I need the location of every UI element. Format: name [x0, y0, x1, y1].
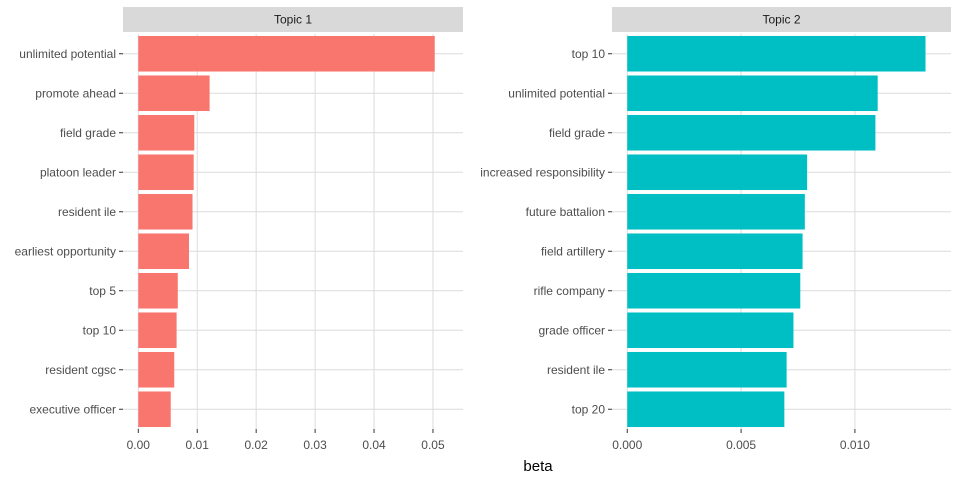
x-tick-label: 0.04	[362, 438, 386, 452]
facet-title: Topic 2	[762, 13, 800, 27]
facet-title: Topic 1	[274, 13, 312, 27]
bar	[627, 312, 794, 349]
category-label: earliest opportunity	[15, 244, 116, 258]
bar	[138, 312, 177, 349]
bar	[627, 391, 785, 428]
category-label: field grade	[549, 126, 605, 140]
x-tick-label: 0.000	[612, 438, 642, 452]
bar	[627, 351, 787, 388]
x-tick-label: 0.05	[421, 438, 445, 452]
category-label: grade officer	[539, 323, 606, 337]
category-label: resident ile	[547, 363, 605, 377]
facet-strip	[123, 7, 463, 32]
bar	[138, 193, 193, 230]
bar	[138, 391, 171, 428]
x-tick-label: 0.005	[726, 438, 756, 452]
bar	[627, 233, 803, 270]
bar	[627, 154, 808, 191]
bar	[138, 351, 175, 388]
category-label: field grade	[60, 126, 116, 140]
facet-strip	[612, 7, 951, 32]
bar	[138, 114, 195, 151]
bar	[138, 272, 178, 309]
bar	[138, 35, 435, 72]
panel-topic-2: Topic 2 0.000 0.005 0.010 top 10 unlimited po…	[480, 7, 951, 452]
category-label: field artillery	[541, 244, 605, 258]
category-label: unlimited potential	[19, 47, 116, 61]
category-label: resident cgsc	[45, 363, 116, 377]
category-label: platoon leader	[40, 165, 116, 179]
x-tick-label: 0.03	[303, 438, 327, 452]
x-axis-title: beta	[523, 458, 553, 475]
category-label: top 10	[572, 47, 606, 61]
category-label: top 20	[572, 402, 606, 416]
bar	[627, 193, 805, 230]
category-label: rifle company	[534, 284, 605, 298]
category-label: promote ahead	[35, 86, 116, 100]
bar	[627, 114, 876, 151]
bar	[138, 233, 189, 270]
bar	[138, 75, 210, 112]
category-label: resident ile	[58, 205, 116, 219]
category-label: unlimited potential	[508, 86, 605, 100]
x-tick-label: 0.010	[840, 438, 870, 452]
x-tick-label: 0.00	[127, 438, 151, 452]
category-label: top 5	[89, 284, 116, 298]
x-tick-label: 0.02	[244, 438, 268, 452]
panel-topic-1: Topic 1 0.00 0.01 0.02 0.03 0.04 0.05 unlimited…	[15, 7, 463, 452]
category-label: increased responsibility	[480, 165, 605, 179]
bar	[627, 35, 926, 72]
bar	[627, 75, 878, 112]
bar	[138, 154, 194, 191]
category-label: executive officer	[30, 402, 117, 416]
bar	[627, 272, 801, 309]
x-tick-label: 0.01	[186, 438, 210, 452]
category-label: future battalion	[526, 205, 605, 219]
category-label: top 10	[83, 323, 117, 337]
